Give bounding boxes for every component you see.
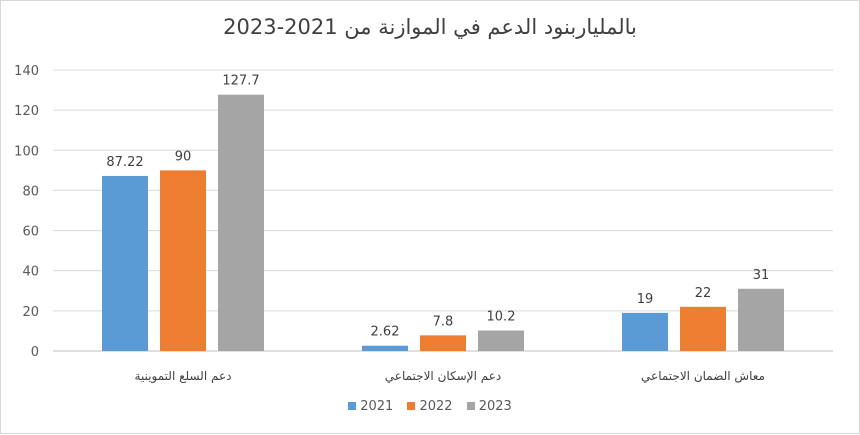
data-label-2022-3: 22: [695, 286, 712, 301]
bar-2022-2: [420, 335, 466, 351]
y-tick-label-120: 120: [14, 104, 39, 119]
legend-label-2023: 2023: [478, 399, 512, 414]
y-tick-label-100: 100: [14, 144, 39, 159]
y-tick-label-140: 140: [14, 64, 39, 79]
data-label-2021-3: 19: [637, 292, 654, 307]
legend-item-2023: 2023: [466, 399, 512, 414]
y-tick-label-20: 20: [22, 305, 39, 320]
y-tick-label-0: 0: [31, 345, 39, 360]
legend-label-2021: 2021: [360, 399, 394, 414]
bar-2023-1: [218, 94, 264, 351]
bar-2023-3: [738, 288, 784, 351]
legend-item-2021: 2021: [348, 399, 393, 414]
legend-swatch-2022: [407, 402, 416, 410]
chart-title: بالملياربنود الدعم في الموازنة من 2021-2…: [1, 15, 859, 39]
data-label-2021-1: 87.22: [106, 155, 143, 170]
category-label-1: دعم السلع التموينية: [135, 369, 232, 384]
bar-2023-2: [478, 330, 524, 351]
bar-2021-2: [362, 345, 408, 351]
data-label-2023-1: 127.7: [222, 74, 259, 89]
data-label-2021-2: 2.62: [371, 325, 400, 340]
legend-label-2022: 2022: [419, 399, 453, 414]
bar-2021-3: [622, 312, 668, 351]
y-tick-label-80: 80: [22, 184, 39, 199]
legend-swatch-2021: [348, 402, 357, 410]
data-label-2023-3: 31: [753, 268, 770, 283]
y-tick-label-60: 60: [22, 225, 39, 240]
bar-2022-3: [680, 306, 726, 351]
category-label-3: معاش الضمان الاجتماعي: [641, 369, 765, 384]
chart-title-unit: بالمليار: [576, 15, 637, 39]
data-label-2022-2: 7.8: [433, 314, 454, 329]
data-label-2023-2: 10.2: [487, 310, 516, 325]
y-tick-label-40: 40: [22, 265, 39, 280]
legend-swatch-2023: [466, 402, 475, 410]
category-label-2: دعم الإسكان الاجتماعي: [385, 369, 501, 383]
chart-legend: 2021 2022 2023: [1, 399, 859, 414]
data-label-2022-1: 90: [175, 149, 192, 164]
chart-title-main: بنود الدعم في الموازنة من 2021-2023: [223, 15, 577, 39]
bar-2022-1: [160, 170, 206, 351]
legend-item-2022: 2022: [407, 399, 453, 414]
bar-2021-1: [102, 175, 148, 351]
